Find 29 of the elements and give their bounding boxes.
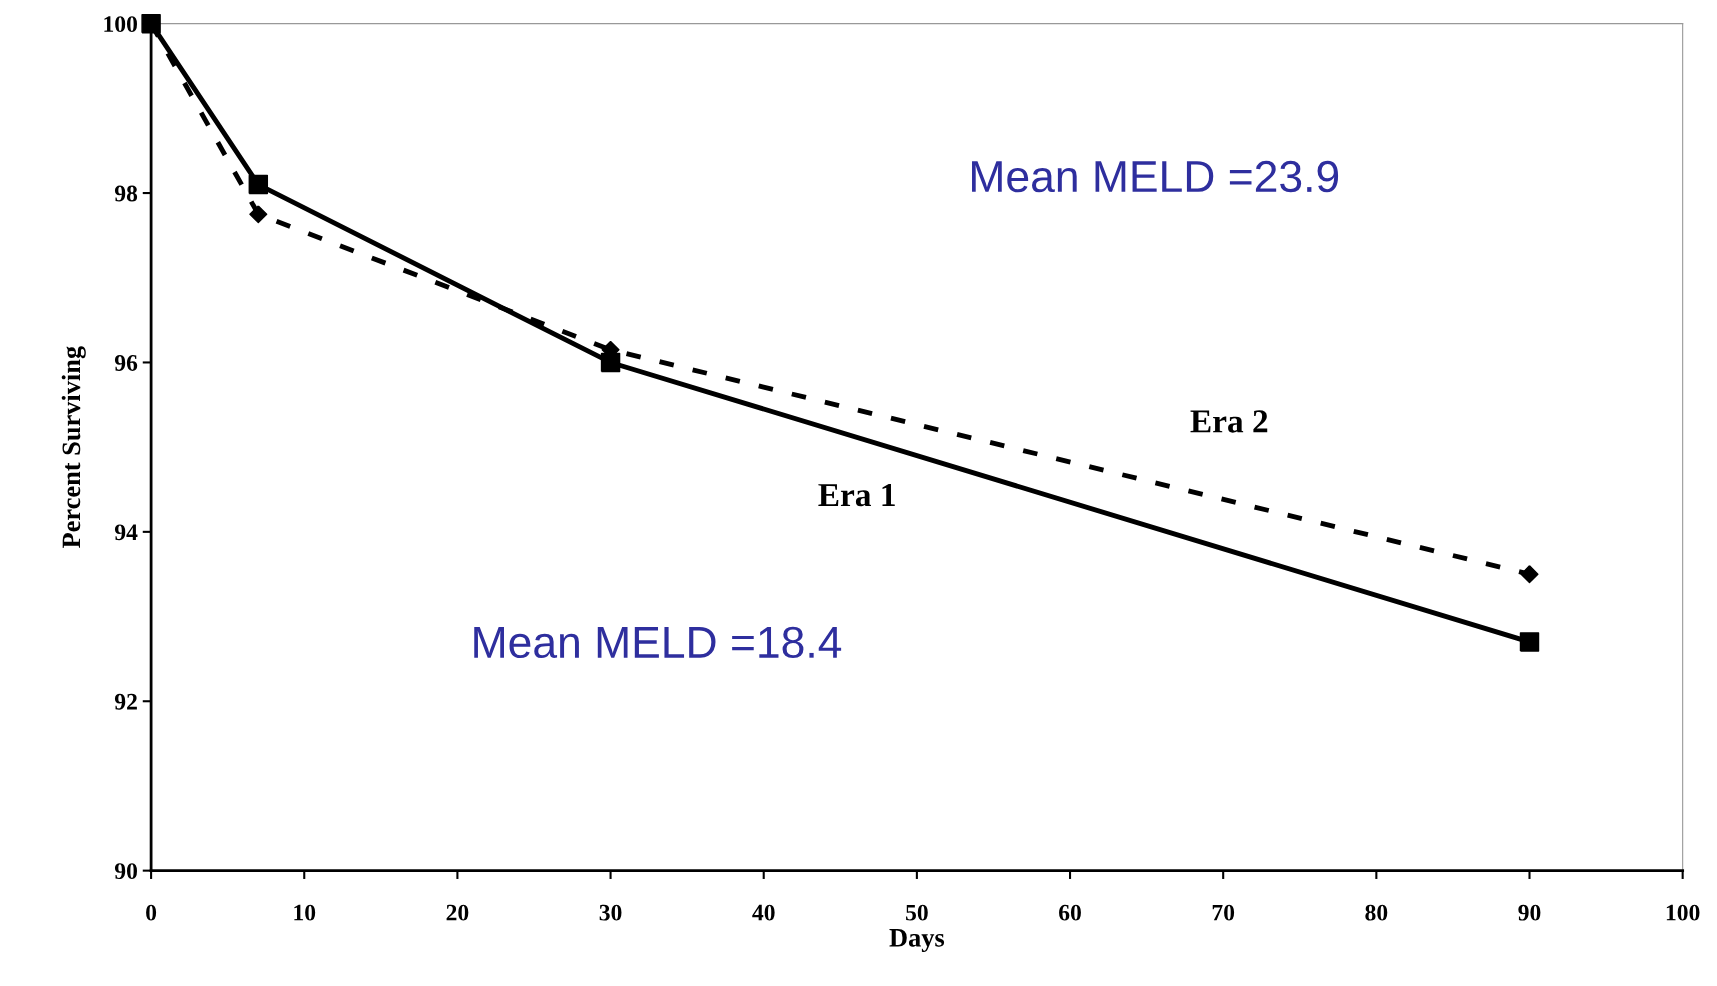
x-tick-label: 50 — [906, 904, 928, 921]
x-tick-label: 30 — [599, 904, 622, 921]
series-label: Era 1 — [818, 483, 895, 507]
x-tick-label: 90 — [1518, 904, 1541, 921]
x-tick-label: 20 — [446, 904, 469, 921]
x-axis-title: Days — [889, 929, 945, 953]
y-axis-title: Percent Surviving — [61, 346, 86, 548]
y-tick-label: 98 — [114, 185, 138, 202]
annotation: Mean MELD =18.4 — [474, 626, 842, 659]
y-tick-label: 100 — [104, 16, 137, 33]
y-tick-label: 92 — [114, 693, 137, 710]
y-tick-label: 94 — [114, 524, 138, 541]
x-tick-label: 60 — [1059, 904, 1081, 921]
point — [249, 205, 268, 224]
point — [1519, 632, 1540, 652]
point — [600, 352, 621, 373]
y-tick-label: 96 — [114, 355, 138, 371]
point — [141, 13, 161, 34]
x-tick-label: 0 — [146, 904, 157, 921]
x-tick-label: 100 — [1666, 904, 1700, 921]
x-tick-label: 80 — [1365, 904, 1388, 921]
y-tick-label: 90 — [114, 863, 137, 880]
x-tick-label: 40 — [752, 904, 775, 921]
annotation: Mean MELD =23.9 — [972, 160, 1339, 193]
series-label: Era 2 — [1190, 410, 1268, 433]
x-tick-label: 70 — [1212, 904, 1235, 921]
point — [1520, 565, 1539, 584]
point — [248, 174, 269, 195]
x-tick-label: 10 — [294, 904, 316, 921]
